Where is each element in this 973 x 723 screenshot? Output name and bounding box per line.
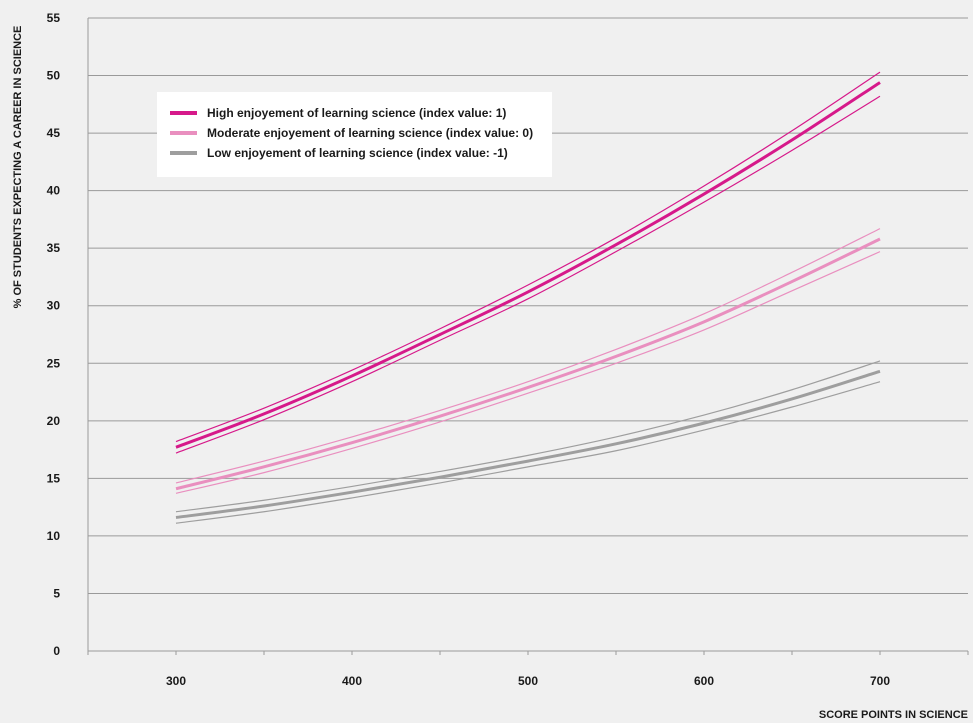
series-group (175, 71, 881, 524)
series-0-upper-bound (175, 71, 881, 443)
series-1-line (175, 237, 881, 491)
legend-label: Moderate enjoyement of learning science … (207, 126, 533, 140)
x-tick-label: 500 (518, 674, 538, 688)
y-tick-label: 25 (47, 356, 61, 370)
x-tick-label: 400 (342, 674, 362, 688)
x-tick-label: 300 (166, 674, 186, 688)
series-2-line (175, 369, 881, 519)
y-tick-label: 30 (47, 299, 61, 313)
legend-label: High enjoyement of learning science (ind… (207, 106, 506, 120)
y-tick-label: 40 (47, 184, 61, 198)
legend-label: Low enjoyement of learning science (inde… (207, 146, 508, 160)
x-axis: 300 400 500 600 700 (166, 674, 890, 688)
series-0-lower-bound (175, 95, 881, 454)
series-2-upper-bound (175, 360, 881, 513)
y-tick-label: 5 (53, 586, 60, 600)
y-tick-label: 0 (53, 644, 60, 658)
y-axis: 0 5 10 15 20 25 30 35 40 45 50 55 (47, 11, 61, 658)
x-tick-label: 700 (870, 674, 890, 688)
legend-box (157, 92, 552, 177)
series-2-lower-bound (175, 381, 881, 524)
y-axis-title: % OF STUDENTS EXPECTING A CAREER IN SCIE… (12, 26, 24, 309)
x-axis-title: SCORE POINTS IN SCIENCE (819, 709, 968, 721)
x-tick-label: 600 (694, 674, 714, 688)
series-0-line (175, 81, 881, 449)
y-tick-label: 15 (47, 471, 61, 485)
y-tick-label: 20 (47, 414, 61, 428)
y-tick-label: 10 (47, 529, 61, 543)
series-1-upper-bound (175, 228, 881, 484)
y-tick-label: 50 (47, 69, 61, 83)
y-tick-label: 45 (47, 126, 61, 140)
y-tick-label: 55 (47, 11, 61, 25)
series-1-lower-bound (175, 251, 881, 494)
legend: High enjoyement of learning science (ind… (157, 92, 552, 177)
y-tick-label: 35 (47, 241, 61, 255)
